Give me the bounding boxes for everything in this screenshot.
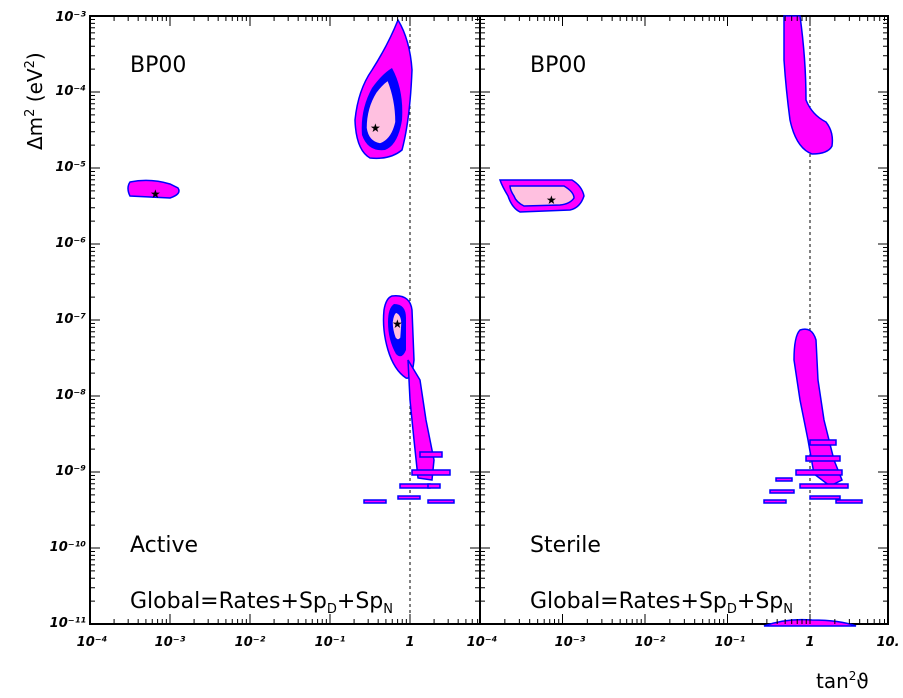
ticks — [89, 16, 888, 625]
region-lma-inner — [365, 78, 397, 145]
x-tick-label: 10⁻⁴ — [77, 635, 108, 650]
x-axis-title-sup: 2 — [849, 669, 857, 683]
y-axis-title-unit-close: ) — [23, 52, 47, 60]
x-axis-title-sym: ϑ — [856, 669, 868, 693]
x-axis-title-base: tan — [816, 669, 849, 693]
scenario-label-active: Active — [130, 533, 198, 558]
y-tick-label: 10⁻⁸ — [55, 388, 86, 403]
analysis-plus: +Sp — [337, 589, 383, 614]
analysis-sub-n: N — [783, 602, 793, 617]
x-tick-label: 1 — [805, 635, 814, 650]
best-fit-points: ★ — [546, 193, 557, 207]
analysis-prefix: Global=Rates+Sp — [130, 589, 327, 614]
panel-sterile: ★ BP00 Sterile Global=Rates+SpD+SpN — [479, 15, 889, 627]
x-tick-labels: 10⁻⁴ 10⁻³ 10⁻² 10⁻¹ 1 10⁻⁴ 10⁻³ 10⁻² 10⁻… — [77, 635, 900, 650]
y-axis-title-base: Δm — [23, 117, 47, 150]
analysis-sub-n: N — [383, 602, 393, 617]
y-tick-labels: 10⁻¹¹ 10⁻¹⁰ 10⁻⁹ 10⁻⁸ 10⁻⁷ 10⁻⁶ 10⁻⁵ 10⁻… — [50, 10, 87, 631]
region-vac-strips — [363, 451, 455, 504]
y-axis-title: Δm2 (eV2) — [23, 52, 47, 150]
analysis-prefix: Global=Rates+Sp — [530, 589, 727, 614]
y-axis-title-unit-open: (eV — [23, 68, 47, 108]
x-tick-label: 10⁻³ — [155, 635, 186, 650]
y-tick-label: 10⁻³ — [55, 10, 86, 25]
y-tick-label: 10⁻¹⁰ — [50, 540, 87, 555]
x-tick-label: 1 — [405, 635, 414, 650]
allowed-regions — [127, 18, 455, 504]
region-sma — [127, 179, 180, 199]
best-fit-points: ★ ★ ★ — [150, 121, 403, 331]
analysis-plus: +Sp — [737, 589, 783, 614]
x-tick-label: 10⁻² — [635, 635, 666, 650]
best-fit-marker: ★ — [370, 121, 381, 135]
region-vac-strips — [763, 439, 863, 504]
panel-label-active: BP00 — [130, 53, 186, 78]
x-tick-label: 10. — [876, 635, 899, 650]
analysis-label-sterile: Global=Rates+SpD+SpN — [530, 589, 793, 617]
x-tick-label: 10⁻² — [235, 635, 266, 650]
region-low-inner — [391, 311, 403, 341]
analysis-sub-d: D — [327, 602, 337, 617]
x-tick-label: 10⁻³ — [555, 635, 586, 650]
x-tick-label: 10⁻⁴ — [467, 635, 498, 650]
y-tick-label: 10⁻⁵ — [55, 160, 86, 175]
y-tick-label: 10⁻⁹ — [55, 464, 86, 479]
y-axis-title-unit-sup: 2 — [23, 60, 38, 68]
x-tick-label: 10⁻¹ — [715, 635, 746, 650]
region-lma-outer — [783, 15, 834, 155]
y-axis-title-sup: 2 — [23, 109, 38, 117]
x-axis-title: tan2ϑ — [816, 669, 869, 693]
y-tick-label: 10⁻⁴ — [55, 84, 86, 99]
region-vac-outer — [407, 359, 435, 481]
best-fit-marker: ★ — [150, 187, 161, 201]
analysis-label-active: Global=Rates+SpD+SpN — [130, 589, 393, 617]
analysis-sub-d: D — [727, 602, 737, 617]
panel-active: ★ ★ ★ BP00 Active Global=Rates+SpD+SpN — [89, 15, 481, 625]
y-tick-label: 10⁻¹¹ — [50, 616, 87, 631]
scenario-label-sterile: Sterile — [530, 533, 601, 558]
x-tick-label: 10⁻¹ — [315, 635, 346, 650]
best-fit-marker: ★ — [392, 317, 403, 331]
y-tick-label: 10⁻⁷ — [55, 312, 86, 327]
region-low-vac-outer — [793, 328, 843, 487]
y-tick-label: 10⁻⁶ — [55, 236, 86, 251]
region-sma-inner — [509, 185, 575, 207]
best-fit-marker: ★ — [546, 193, 557, 207]
panel-label-sterile: BP00 — [530, 53, 586, 78]
